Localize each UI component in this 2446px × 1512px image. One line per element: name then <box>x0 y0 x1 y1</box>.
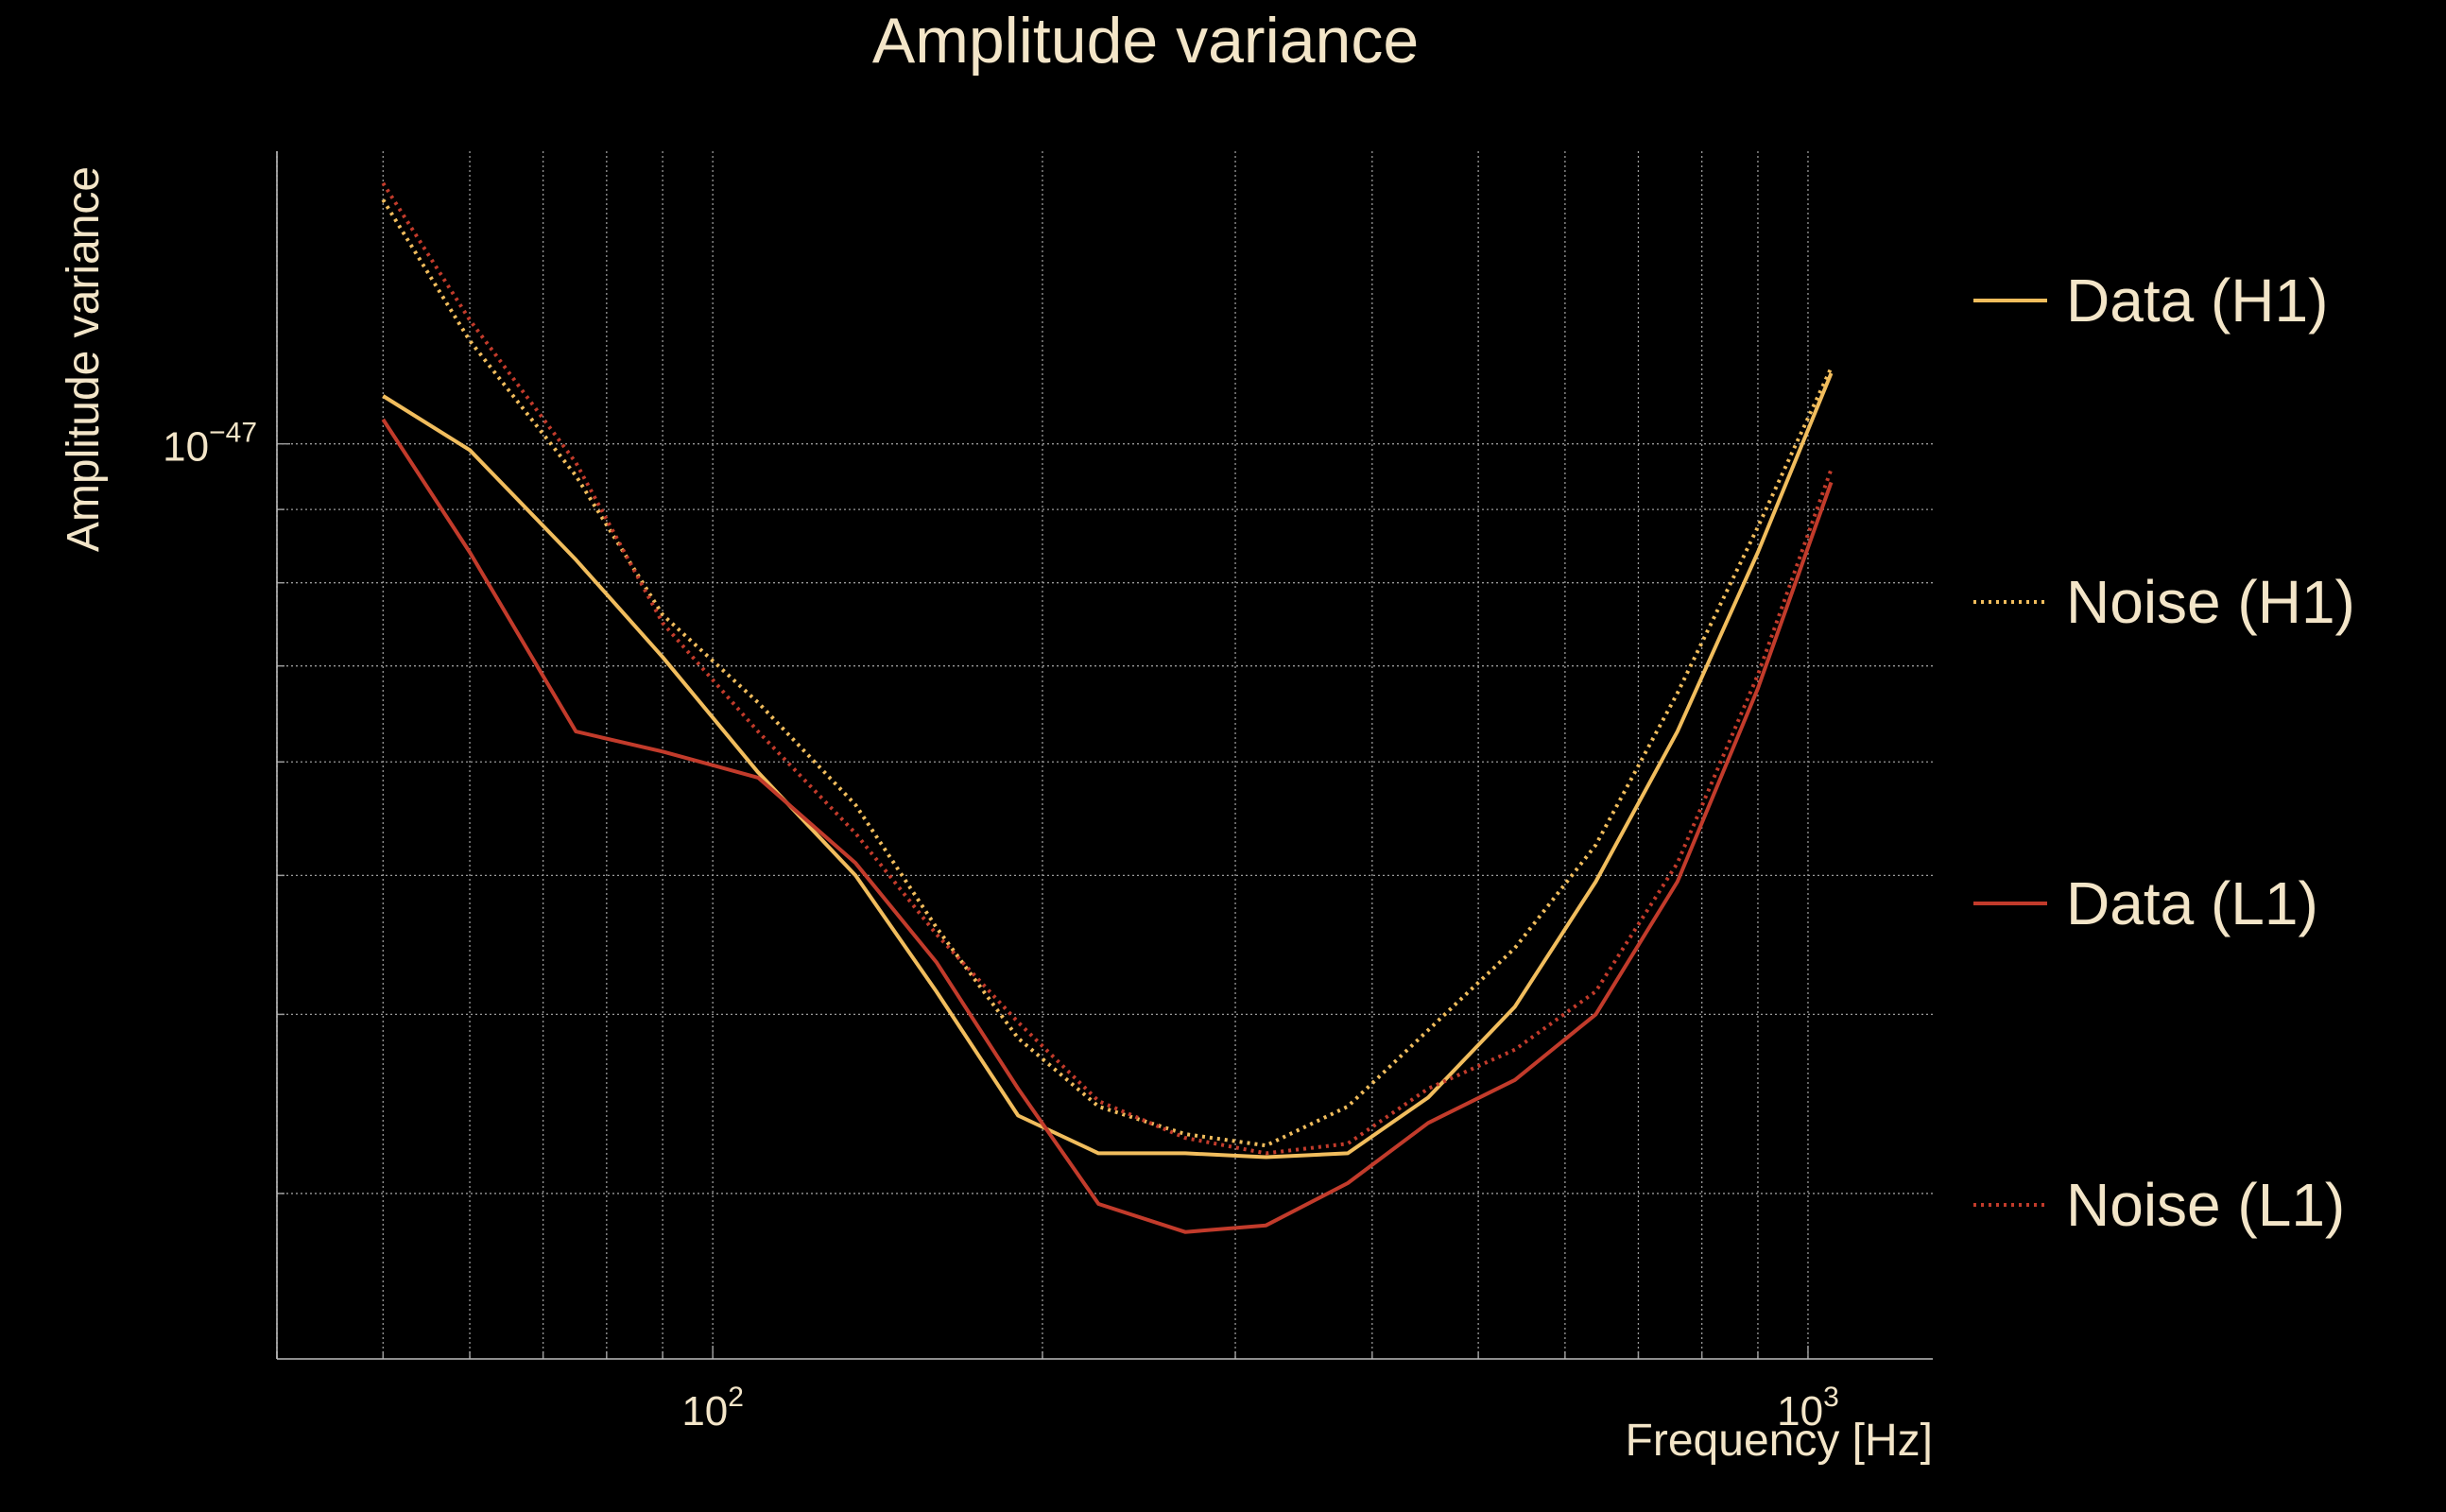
axes <box>276 151 1933 1360</box>
legend-label-data-h1: Data (H1) <box>2066 266 2328 335</box>
grid <box>276 151 1933 1359</box>
chart-title: Amplitude variance <box>872 5 1419 77</box>
tick-labels: 102 103 10−47 <box>163 418 1839 1435</box>
series-layer <box>381 181 1834 1234</box>
series-line-data-h1 <box>382 372 1834 1160</box>
series-line-noise-h1 <box>381 198 1834 1148</box>
y-tick-label-0: 10−47 <box>163 418 257 471</box>
legend-label-noise-l1: Noise (L1) <box>2066 1171 2345 1239</box>
y-axis-label: Amplitude variance <box>59 166 109 552</box>
x-axis-label: Frequency [Hz] <box>1626 1416 1933 1466</box>
x-tick-label-0: 102 <box>681 1382 744 1435</box>
legend: Data (H1) Noise (H1) Data (L1) Noise (L1) <box>1973 266 2355 1239</box>
legend-label-noise-h1: Noise (H1) <box>2066 568 2355 636</box>
series-line-data-l1 <box>381 418 1834 1234</box>
series-line-noise-l1 <box>381 181 1834 1156</box>
legend-label-data-l1: Data (L1) <box>2066 869 2318 937</box>
x-tick-label-1: 103 <box>1777 1382 1839 1435</box>
